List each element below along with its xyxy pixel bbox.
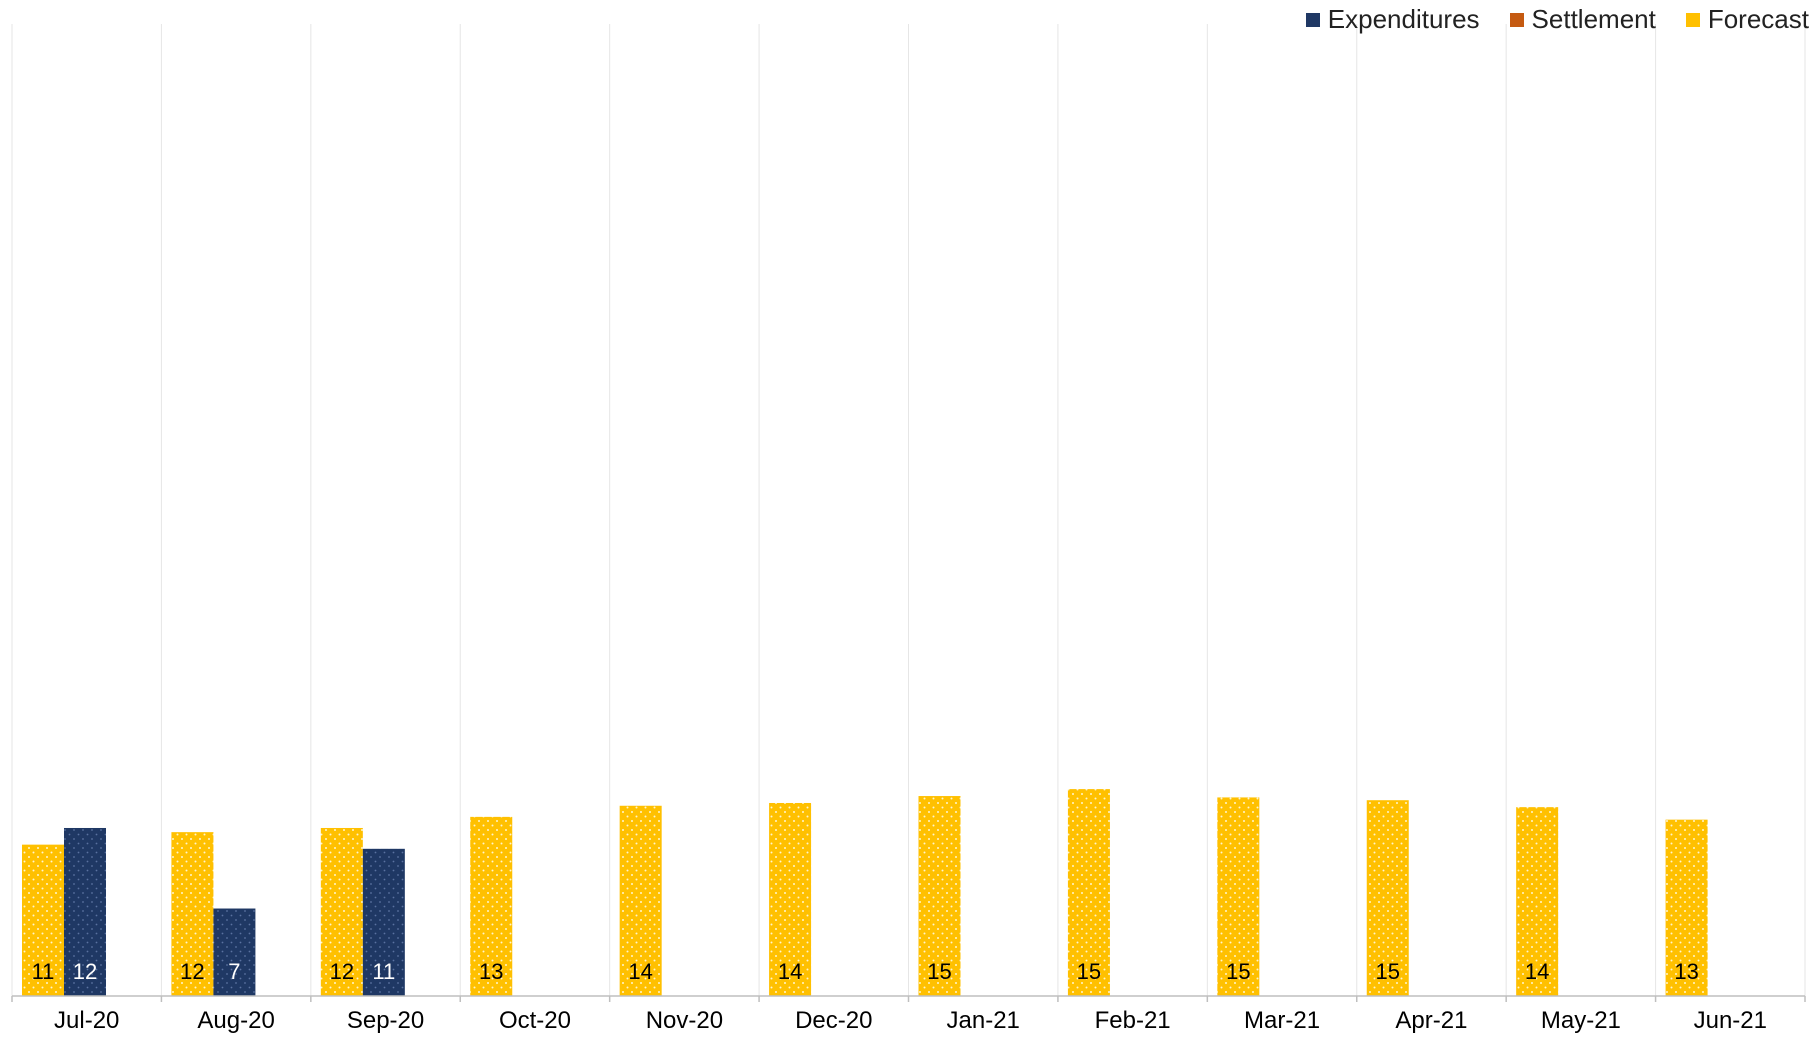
legend-item-expenditures[interactable]: Expenditures — [1305, 4, 1480, 35]
bar-expenditures[interactable] — [362, 848, 405, 996]
bar-forecast[interactable] — [918, 796, 961, 996]
legend-label-forecast: Forecast — [1707, 4, 1809, 34]
bar-forecast[interactable] — [171, 832, 214, 996]
x-axis: Jul-20 Aug-20 Sep-20 Oct-20 Nov-20 Dec-20 Jan-… — [11, 995, 1806, 1034]
bar-expenditures[interactable] — [64, 827, 106, 996]
bar-forecast[interactable] — [470, 816, 513, 996]
bar-expenditures[interactable] — [213, 908, 256, 996]
x-tick-label: Aug-20 — [197, 1007, 274, 1034]
data-label-forecast: 13 — [479, 959, 503, 984]
data-label-forecast: 15 — [927, 959, 951, 984]
legend-item-forecast[interactable]: Forecast — [1685, 4, 1809, 35]
data-label-forecast: 15 — [1226, 959, 1250, 984]
data-label-forecast: 14 — [628, 959, 652, 984]
bar-forecast[interactable] — [1665, 819, 1708, 996]
bar-forecast[interactable] — [769, 802, 812, 996]
data-label-forecast: 12 — [180, 959, 204, 984]
x-tick-label: May-21 — [1541, 1007, 1621, 1034]
x-tick-label: Oct-20 — [499, 1007, 571, 1034]
bar-forecast[interactable] — [22, 844, 64, 996]
legend-swatch-settlement — [1509, 12, 1524, 27]
x-tick-label: Nov-20 — [646, 1007, 723, 1034]
data-label-forecast: 15 — [1376, 959, 1400, 984]
legend-label-expenditures: Expenditures — [1327, 4, 1480, 34]
data-label-forecast: 13 — [1674, 959, 1698, 984]
data-label-forecast: 11 — [32, 959, 55, 984]
x-tick-label: Jul-20 — [54, 1007, 119, 1034]
data-label-expenditures: 11 — [372, 959, 395, 984]
legend-swatch-expenditures — [1305, 12, 1320, 27]
data-label-forecast: 15 — [1077, 959, 1101, 984]
x-tick-label: Mar-21 — [1244, 1007, 1320, 1034]
data-label-expenditures: 7 — [228, 959, 240, 984]
x-tick-label: Jan-21 — [947, 1007, 1020, 1034]
x-tick-label: Sep-20 — [347, 1007, 424, 1034]
grid-layer — [11, 24, 1806, 996]
legend-item-settlement[interactable]: Settlement — [1509, 4, 1656, 35]
bar-forecast[interactable] — [320, 827, 363, 996]
data-label-forecast: 14 — [778, 959, 802, 984]
data-label-forecast: 14 — [1525, 959, 1549, 984]
x-tick-label: Feb-21 — [1095, 1007, 1171, 1034]
data-labels-layer: 11 12 12 13 14 14 15 15 15 15 14 13 12 7 11 — [32, 959, 1699, 984]
legend: Expenditures Settlement Forecast — [1305, 4, 1809, 35]
bar-forecast[interactable] — [619, 805, 662, 996]
bar-forecast[interactable] — [1217, 797, 1260, 996]
bar-forecast[interactable] — [1067, 789, 1110, 996]
data-label-forecast: 12 — [330, 959, 354, 984]
bar-forecast[interactable] — [1516, 807, 1559, 996]
x-tick-label: Dec-20 — [795, 1007, 872, 1034]
legend-label-settlement: Settlement — [1531, 4, 1656, 34]
x-tick-label: Jun-21 — [1694, 1007, 1767, 1034]
data-label-expenditures: 12 — [73, 959, 97, 984]
legend-swatch-forecast — [1685, 12, 1700, 27]
bar-forecast[interactable] — [1366, 800, 1409, 996]
x-tick-label: Apr-21 — [1395, 1007, 1467, 1034]
bars-layer — [22, 789, 1708, 996]
